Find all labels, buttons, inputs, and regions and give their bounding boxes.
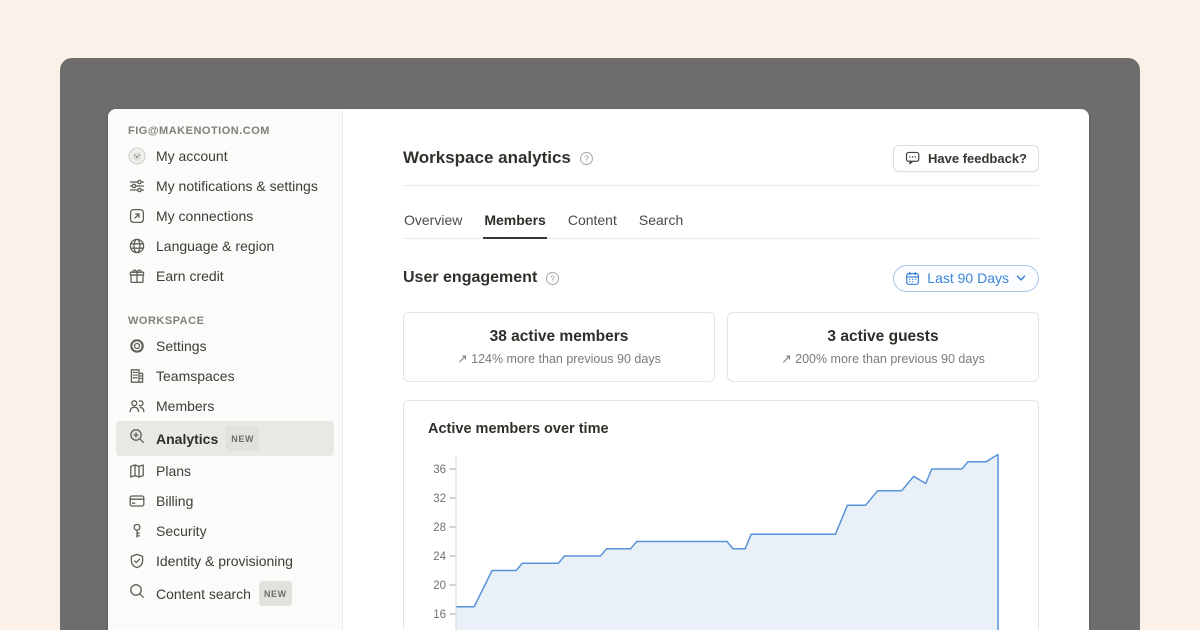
user-engagement-header: User engagement ? Last 90 Days	[403, 264, 1039, 292]
date-range-dropdown[interactable]: Last 90 Days	[893, 264, 1039, 292]
stat-delta: ↗ 124% more than previous 90 days	[457, 352, 661, 366]
sidebar-item-members[interactable]: Members	[116, 391, 334, 421]
speech-bubble-icon	[905, 151, 920, 165]
analytics-tabs: Overview Members Content Search	[403, 186, 1039, 239]
sidebar-item-label: Language & region	[156, 238, 275, 254]
new-badge: NEW	[258, 581, 292, 606]
building-icon	[128, 367, 146, 385]
svg-text:28: 28	[433, 522, 446, 534]
sidebar-item-notifications-settings[interactable]: My notifications & settings	[116, 171, 334, 201]
avatar-icon	[128, 147, 146, 165]
sidebar-item-label: My connections	[156, 208, 254, 224]
sidebar-item-my-connections[interactable]: My connections	[116, 201, 334, 231]
svg-text:20: 20	[433, 580, 446, 592]
settings-panel: FIG@MAKENOTION.COM My account	[108, 109, 1089, 630]
shield-check-icon	[128, 552, 146, 570]
key-icon	[128, 522, 146, 540]
sidebar-item-label: My notifications & settings	[156, 178, 318, 194]
sidebar-item-label: Security	[156, 523, 207, 539]
globe-icon	[128, 237, 146, 255]
settings-sidebar: FIG@MAKENOTION.COM My account	[108, 109, 343, 630]
sidebar-item-label: Content search NEW	[156, 581, 292, 606]
date-range-label: Last 90 Days	[927, 270, 1009, 286]
stat-delta: ↗ 200% more than previous 90 days	[781, 352, 985, 366]
sidebar-item-label: Teamspaces	[156, 368, 235, 384]
calendar-icon	[906, 271, 920, 285]
stat-value: 38 active members	[489, 328, 629, 345]
svg-text:32: 32	[433, 493, 446, 505]
sidebar-item-label: Identity & provisioning	[156, 553, 293, 569]
sidebar-item-analytics[interactable]: Analytics NEW	[116, 421, 334, 456]
sidebar-item-billing[interactable]: Billing	[116, 486, 334, 516]
sliders-icon	[128, 177, 146, 195]
gift-icon	[128, 267, 146, 285]
sidebar-item-security[interactable]: Security	[116, 516, 334, 546]
sidebar-item-plans[interactable]: Plans	[116, 456, 334, 486]
active-members-card: 38 active members ↗ 124% more than previ…	[403, 312, 715, 382]
sidebar-item-identity-provisioning[interactable]: Identity & provisioning	[116, 546, 334, 576]
tab-content[interactable]: Content	[567, 212, 617, 228]
have-feedback-button[interactable]: Have feedback?	[893, 144, 1039, 172]
page-header: Workspace analytics ? Have feedback?	[403, 109, 1039, 186]
sidebar-item-content-search[interactable]: Content search NEW	[116, 576, 334, 611]
sidebar-item-my-account[interactable]: My account	[116, 141, 334, 171]
magnifier-plus-icon	[128, 427, 146, 445]
chart-title: Active members over time	[428, 421, 609, 437]
account-email-caption: FIG@MAKENOTION.COM	[128, 125, 270, 137]
sidebar-item-language-region[interactable]: Language & region	[116, 231, 334, 261]
workspace-section-caption: WORKSPACE	[128, 315, 205, 327]
magnifier-icon	[128, 582, 146, 600]
app-window: FIG@MAKENOTION.COM My account	[60, 58, 1140, 630]
help-icon[interactable]: ?	[579, 151, 594, 166]
svg-text:?: ?	[584, 153, 589, 163]
svg-text:36: 36	[433, 464, 446, 476]
sidebar-item-label: Plans	[156, 463, 192, 479]
tab-members[interactable]: Members	[483, 186, 547, 239]
sidebar-item-label: My account	[156, 148, 228, 164]
active-members-chart: 16 20 24 28 32 36	[433, 453, 999, 630]
active-members-chart-card: Active members over time 16 20 24 28 32 36	[403, 400, 1039, 630]
sidebar-item-settings[interactable]: Settings	[116, 331, 334, 361]
svg-text:?: ?	[550, 273, 555, 283]
gear-icon	[128, 337, 146, 355]
arrow-up-right-box-icon	[128, 207, 146, 225]
sidebar-item-label: Billing	[156, 493, 194, 509]
sidebar-item-label: Members	[156, 398, 215, 414]
svg-text:16: 16	[433, 609, 446, 621]
page-title: Workspace analytics	[403, 148, 571, 167]
sidebar-item-label: Earn credit	[156, 268, 224, 284]
chevron-down-icon	[1016, 275, 1026, 281]
stat-cards: 38 active members ↗ 124% more than previ…	[403, 312, 1039, 382]
section-title: User engagement	[403, 269, 538, 286]
sidebar-item-label: Analytics NEW	[156, 426, 260, 451]
main-content: Workspace analytics ? Have feedback?	[343, 109, 1089, 630]
svg-text:24: 24	[433, 551, 446, 563]
sidebar-item-teamspaces[interactable]: Teamspaces	[116, 361, 334, 391]
new-badge: NEW	[226, 426, 260, 451]
sidebar-item-earn-credit[interactable]: Earn credit	[116, 261, 334, 291]
credit-card-icon	[128, 492, 146, 510]
people-icon	[128, 397, 146, 415]
tab-search[interactable]: Search	[638, 212, 684, 228]
map-icon	[128, 462, 146, 480]
stat-value: 3 active guests	[827, 328, 939, 345]
have-feedback-label: Have feedback?	[928, 150, 1027, 166]
sidebar-item-label: Settings	[156, 338, 207, 354]
active-guests-card: 3 active guests ↗ 200% more than previou…	[727, 312, 1039, 382]
help-icon[interactable]: ?	[545, 271, 560, 286]
tab-overview[interactable]: Overview	[404, 212, 463, 228]
